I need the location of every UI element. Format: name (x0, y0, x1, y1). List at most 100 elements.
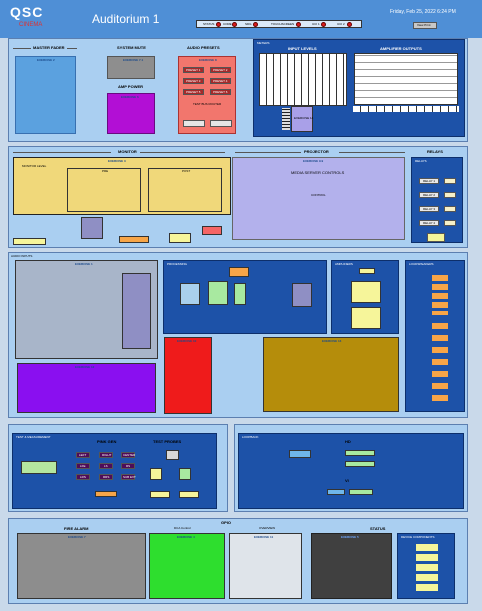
relay-4-state (444, 220, 456, 226)
system-mute-button[interactable]: EXERCISE 7.1 (107, 56, 155, 79)
projector-block: EXERCISE 9.9 MEDIA SERVER CONTROLS CONTR… (232, 157, 405, 240)
audio-inputs-label: AUDIO INPUTS (11, 254, 33, 258)
panel-monitor: MONITOR EXERCISE 3 MONITOR LEVEL PRE POS… (8, 146, 468, 248)
touchscreen-led (296, 22, 301, 27)
exercise-13-block: EXERCISE 13 (263, 337, 399, 412)
pink-left-button[interactable]: LEFT (76, 452, 90, 458)
probe-meter (166, 450, 179, 460)
amplifiers-panel: AMPLIFIERS (331, 260, 399, 334)
test-panel: TEST & MEASUREMENT PINK GEN TEST PROBES … (12, 433, 217, 509)
monitor-amp-block (119, 236, 149, 243)
proc-block-5 (292, 283, 312, 307)
speaker-stack-2 (432, 323, 448, 403)
brand-subtitle: CINEMA (19, 22, 43, 28)
audio-input-block: EXERCISE 1 (15, 260, 158, 359)
proc-block-2 (208, 281, 228, 305)
monitor-source-select[interactable] (13, 238, 46, 245)
probe-3[interactable] (150, 491, 170, 498)
pink-subext-button[interactable]: SUB EXT (121, 474, 136, 480)
test-bus-on-button[interactable] (210, 120, 232, 127)
relay-1-button[interactable]: RELAY 1 (419, 178, 439, 184)
pink-rrs-button[interactable]: RRS (99, 474, 113, 480)
preset-6-button[interactable]: PRESET 6 (210, 89, 231, 95)
master-fader[interactable]: EXERCISE 2 (15, 56, 76, 134)
loopback-hd-route-2 (345, 461, 375, 467)
preset-1-button[interactable]: PRESET 1 (183, 67, 204, 73)
monitor-level-label: MONITOR LEVEL (22, 164, 47, 168)
status-label: STATUS (203, 22, 215, 26)
pink-ls-button[interactable]: LS (99, 463, 113, 469)
speaker-stack-1 (432, 275, 448, 315)
preset-4-button[interactable]: PRESET 4 (210, 78, 231, 84)
monitor-speaker-block (169, 233, 191, 243)
relay-status (427, 233, 445, 242)
pink-right-button[interactable]: RIGHT (99, 452, 113, 458)
audio-presets-block: EXERCISE 8 PRESET 1 PRESET 2 PRESET 3 PR… (178, 56, 236, 134)
test-bus-off-button[interactable] (183, 120, 205, 127)
exercise-10-block: EXERCISE 10 (164, 337, 212, 414)
proc-block-3 (229, 267, 249, 277)
pink-center-button[interactable]: CENTER (121, 452, 136, 458)
loopback-panel: LOOPBACK HD VI (238, 433, 464, 509)
pink-rs-button[interactable]: RS (121, 463, 135, 469)
relay-2-state (444, 192, 456, 198)
brand-logo: QSC (10, 4, 44, 20)
monitor-alarm (202, 226, 222, 235)
audio-presets-label: AUDIO PRESETS (187, 45, 220, 50)
input-levels-label: INPUT LEVELS (288, 46, 317, 51)
loopback-vi-label: VI (345, 478, 349, 483)
relay-1-state (444, 178, 456, 184)
status-led (216, 22, 221, 27)
page-title: Auditorium 1 (92, 12, 160, 26)
panel-test: TEST & MEASUREMENT PINK GEN TEST PROBES … (8, 424, 228, 512)
device-components-panel: DEVICE COMPONENTS (397, 533, 455, 599)
amp-outputs-label: AMPLIFIER OUTPUTS (380, 46, 422, 51)
loopback-vi-in (327, 489, 345, 495)
amp-power-label: AMP POWER (118, 84, 144, 89)
sdg-led (253, 22, 258, 27)
monitor-router (81, 217, 103, 239)
loopback-hd-in (289, 450, 311, 458)
test-bus-label: TEST BUS ROUTER (193, 102, 222, 106)
pink-gen-source (21, 461, 57, 474)
exercise-12-block: EXERCISE 12 (17, 363, 156, 413)
panel-top: MASTER FADER EXERCISE 2 SYSTEM MUTE EXER… (8, 38, 468, 142)
master-fader-label: MASTER FADER (33, 45, 65, 50)
dca-control-label: DCA Control (174, 526, 191, 530)
test-probes-label: TEST PROBES (153, 439, 182, 444)
monitor-pre[interactable]: PRE (67, 168, 141, 212)
input-level-meters (259, 53, 347, 106)
preset-5-button[interactable]: PRESET 5 (183, 89, 204, 95)
relay-2-button[interactable]: RELAY 2 (419, 192, 439, 198)
amp-output-meters (353, 106, 459, 112)
amp-block-3 (351, 307, 381, 329)
datetime: Friday, Feb 25, 2022 6:24 PM (390, 9, 456, 15)
pink-gen-output (95, 491, 117, 497)
amp-power-button[interactable]: EXERCISE 6 (107, 93, 155, 134)
relay-4-button[interactable]: RELAY 4 (419, 220, 439, 226)
status-section-label: STATUS (370, 526, 386, 531)
probe-2[interactable] (179, 468, 191, 480)
pink-lfe-button[interactable]: LFE (76, 463, 90, 469)
loopback-hd-route (345, 450, 375, 456)
relay-3-button[interactable]: RELAY 3 (419, 206, 439, 212)
proc-block-1 (180, 283, 200, 305)
probe-1[interactable] (150, 468, 162, 480)
pink-lrs-button[interactable]: LRS (76, 474, 90, 480)
preset-2-button[interactable]: PRESET 2 (210, 67, 231, 73)
device-status-list (416, 544, 438, 594)
relays-label: RELAYS (427, 149, 443, 154)
overview-label: OVERVIEW (259, 526, 276, 530)
exercise-14-block: EXERCISE 14 (291, 106, 313, 132)
touchscreen-label: TOUCHSCREEN (271, 22, 295, 26)
meters-panel: METERS INPUT LEVELS AMPLIFIER OUTPUTS EX… (253, 39, 465, 137)
monitor-post[interactable]: POST (148, 168, 222, 212)
core-led (232, 22, 237, 27)
input-mapping (282, 108, 290, 130)
amp-block-2 (351, 281, 381, 303)
preset-3-button[interactable]: PRESET 3 (183, 78, 204, 84)
gpio-label: GPIO (221, 520, 232, 525)
probe-4[interactable] (179, 491, 199, 498)
media-server-label: MEDIA SERVER CONTROLS (291, 170, 345, 175)
view-print-button[interactable]: View Print (413, 22, 437, 29)
